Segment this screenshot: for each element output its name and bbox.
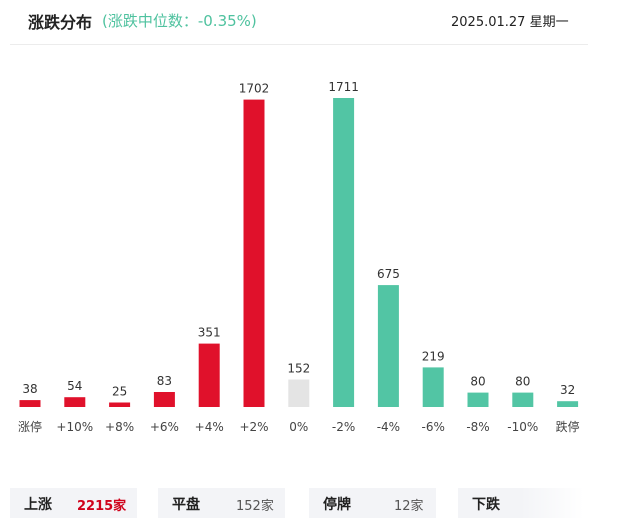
bar-value-label-10: 80 (470, 375, 485, 389)
bar-0 (19, 400, 41, 407)
bar-8 (377, 285, 399, 407)
bar-11 (512, 392, 534, 407)
category-label-12: 跌停 (556, 419, 580, 434)
summary-up-label: 上涨 (24, 497, 52, 513)
category-label-9: -6% (422, 420, 445, 434)
bar-value-label-3: 83 (157, 374, 172, 388)
summary-flat-box: 平盘 152家 (158, 488, 285, 518)
bar-6 (288, 379, 310, 407)
bar-value-label-8: 675 (377, 267, 400, 281)
bar-value-label-4: 351 (198, 326, 221, 340)
bar-4 (198, 343, 220, 407)
category-label-4: +4% (195, 420, 224, 434)
bar-10 (467, 392, 489, 407)
bar-value-label-7: 1711 (328, 80, 359, 94)
category-label-3: +6% (150, 420, 179, 434)
summary-flat-value: 152家 (236, 499, 274, 514)
category-label-6: 0% (289, 420, 308, 434)
header-divider (10, 44, 588, 45)
summary-up-value: 2215家 (77, 499, 127, 514)
category-label-8: -4% (377, 420, 400, 434)
category-label-5: +2% (239, 420, 268, 434)
summary-fade-overlay (520, 488, 636, 518)
bar-value-label-6: 152 (287, 362, 310, 376)
category-label-10: -8% (466, 420, 489, 434)
summary-halt-label: 停牌 (323, 497, 351, 513)
summary-down-label: 下跌 (472, 497, 500, 513)
date-label: 2025.01.27 星期一 (451, 15, 569, 30)
bar-value-label-11: 80 (515, 375, 530, 389)
chart-title: 涨跌分布 (28, 13, 93, 32)
bar-value-label-12: 32 (560, 383, 575, 397)
bar-value-label-0: 38 (22, 382, 37, 396)
bar-5 (243, 99, 265, 407)
category-label-7: -2% (332, 420, 355, 434)
summary-halt-value: 12家 (394, 499, 424, 514)
category-label-1: +10% (56, 420, 93, 434)
bar-value-label-5: 1702 (239, 82, 270, 96)
bar-2 (109, 402, 131, 407)
category-label-0: 涨停 (18, 419, 42, 434)
bar-7 (333, 98, 355, 407)
summary-up-box: 上涨 2215家 (10, 488, 137, 518)
category-label-11: -10% (507, 420, 538, 434)
bar-value-label-1: 54 (67, 379, 82, 393)
distribution-bar-chart: 38 涨停 54 +10% 25 +8% 83 +6% 351 +4% 1702 +2% 152 0% 17… (18, 80, 580, 434)
bar-value-label-2: 25 (112, 385, 127, 399)
median-change-label: (涨跌中位数：-0.35%) (102, 12, 257, 30)
summary-bar: 上涨 2215家 平盘 152家 停牌 12家 下跌 (0, 488, 636, 531)
bar-9 (422, 367, 444, 407)
bar-1 (64, 397, 86, 407)
category-label-2: +8% (105, 420, 134, 434)
chart-header: 涨跌分布 (涨跌中位数：-0.35%) 2025.01.27 星期一 (0, 0, 636, 46)
bar-3 (153, 392, 175, 407)
summary-halt-box: 停牌 12家 (309, 488, 436, 518)
bar-12 (557, 401, 579, 407)
summary-flat-label: 平盘 (172, 497, 200, 513)
bar-value-label-9: 219 (422, 349, 445, 363)
